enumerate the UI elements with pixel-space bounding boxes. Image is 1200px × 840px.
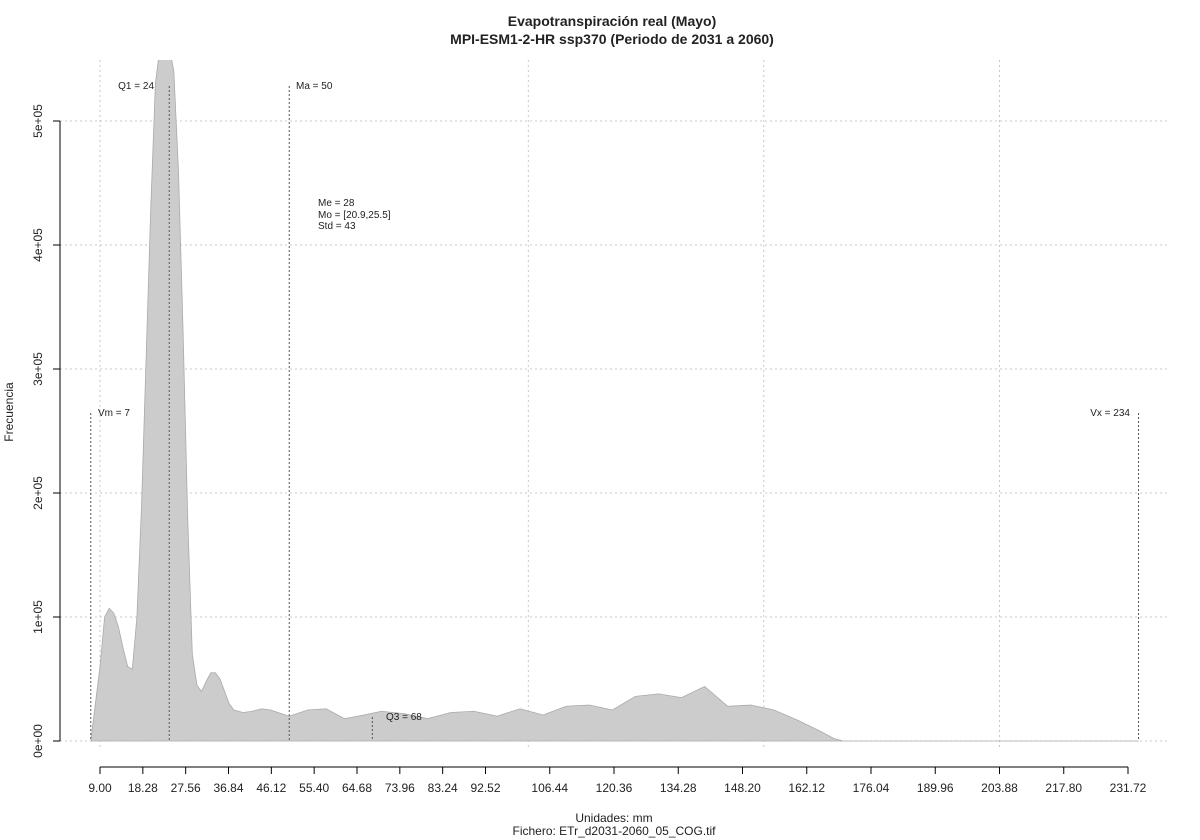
stat-mode-label: Mo = [20.9,25.5] <box>318 210 391 221</box>
x-tick-label-6: 64.68 <box>342 781 372 795</box>
vm-label: Vm = 7 <box>98 408 130 419</box>
y-axis-ticks: 0e+00 1e+05 2e+05 3e+05 4e+05 5e+05 <box>31 104 60 758</box>
x-axis-label: Unidades: mm <box>575 811 652 825</box>
x-tick-label-12: 134.28 <box>660 781 697 795</box>
x-tick-label-14: 162.12 <box>788 781 825 795</box>
x-axis-ticks: 9.00 18.28 27.56 36.84 46.12 55.40 64.68 73.96 8… <box>88 767 1147 795</box>
stat-std-label: Std = 43 <box>318 221 356 232</box>
x-tick-label-2: 27.56 <box>171 781 201 795</box>
stat-mean-label: Me = 28 <box>318 198 355 209</box>
y-tick-label-4: 4e+05 <box>31 228 45 262</box>
y-tick-label-0: 0e+00 <box>31 724 45 758</box>
x-tick-label-15: 176.04 <box>853 781 890 795</box>
x-tick-label-17: 203.88 <box>981 781 1018 795</box>
y-tick-label-2: 2e+05 <box>31 476 45 510</box>
y-tick-label-3: 3e+05 <box>31 352 45 386</box>
x-tick-label-11: 120.36 <box>596 781 633 795</box>
x-tick-label-4: 46.12 <box>256 781 286 795</box>
y-axis-label: Frecuencia <box>2 382 16 442</box>
q1-label: Q1 = 24 <box>118 81 154 92</box>
x-tick-label-8: 83.24 <box>428 781 458 795</box>
x-tick-label-10: 106.44 <box>531 781 568 795</box>
reference-lines <box>90 86 1140 741</box>
q3-label: Q3 = 68 <box>386 712 422 723</box>
ma-label: Ma = 50 <box>296 81 333 92</box>
chart-subtitle: MPI-ESM1-2-HR ssp370 (Periodo de 2031 a … <box>450 31 774 47</box>
density-area <box>90 60 1139 742</box>
density-area-group <box>90 60 1139 742</box>
x-tick-label-0: 9.00 <box>88 781 112 795</box>
x-tick-label-5: 55.40 <box>299 781 329 795</box>
file-label: Fichero: ETr_d2031-2060_05_COG.tif <box>513 824 717 838</box>
grid-lines <box>60 60 1170 750</box>
chart-title: Evapotranspiración real (Mayo) <box>508 13 717 29</box>
vx-label: Vx = 234 <box>1090 408 1130 419</box>
x-tick-label-1: 18.28 <box>128 781 158 795</box>
x-tick-label-19: 231.72 <box>1110 781 1147 795</box>
x-tick-label-9: 92.52 <box>470 781 500 795</box>
y-tick-label-5: 5e+05 <box>31 104 45 138</box>
y-tick-label-1: 1e+05 <box>31 600 45 634</box>
x-tick-label-7: 73.96 <box>385 781 415 795</box>
x-tick-label-3: 36.84 <box>213 781 243 795</box>
x-tick-label-18: 217.80 <box>1045 781 1082 795</box>
x-tick-label-13: 148.20 <box>724 781 761 795</box>
x-tick-label-16: 189.96 <box>917 781 954 795</box>
